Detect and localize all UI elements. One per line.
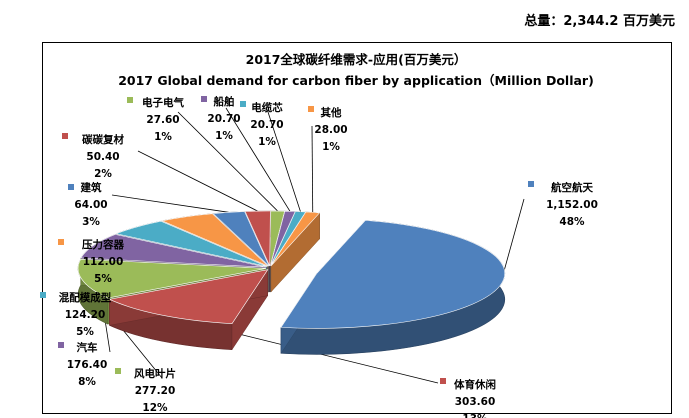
slice-percent-label: 2%: [94, 168, 112, 180]
slice-percent-label: 1%: [154, 131, 172, 143]
legend-swatch: [58, 239, 64, 245]
slice-percent-label: 5%: [76, 326, 94, 338]
slice-name-label: 体育休闲: [454, 378, 496, 391]
slice-name-label: 混配模成型: [59, 291, 112, 304]
pie-slices: [77, 210, 506, 355]
total-demand-label: 总量：2,344.2 百万美元: [524, 14, 675, 29]
slice-labels: 航空航天 1,152.00 48% 体育休闲 303.60 13% 风电叶片 277.20 12…: [40, 95, 598, 418]
slice-value-label: 64.00: [74, 199, 107, 211]
slice-percent-label: 5%: [94, 273, 112, 285]
slice-percent-label: 1%: [258, 136, 276, 148]
slice-percent-label: 48%: [559, 216, 585, 228]
slice-value-label: 112.00: [83, 256, 124, 268]
slice-value-label: 303.60: [455, 396, 496, 408]
leader-line: [111, 194, 229, 213]
chart-subtitle: 2017 Global demand for carbon fiber by a…: [118, 73, 594, 88]
pie-slice-top: [77, 258, 267, 299]
leader-line: [177, 111, 278, 212]
legend-swatch: [528, 181, 534, 187]
pie-slice-top: [161, 213, 269, 267]
leader-line: [225, 107, 291, 212]
slice-percent-label: 3%: [82, 216, 100, 228]
legend-swatch: [201, 96, 207, 102]
leader-line: [137, 150, 258, 212]
slice-value-label: 50.40: [86, 151, 119, 163]
slice-percent-label: 8%: [78, 376, 96, 388]
pie-slice-top: [270, 211, 321, 267]
slice-name-label: 汽车: [77, 341, 98, 354]
pie-slice-top: [115, 220, 268, 267]
slice-value-label: 1,152.00: [546, 199, 598, 211]
legend-swatch: [308, 106, 314, 112]
slice-value-label: 27.60: [146, 114, 179, 126]
pie-slice: [280, 219, 506, 355]
slice-name-label: 电子电气: [142, 96, 184, 109]
slice-value-label: 176.40: [67, 359, 108, 371]
pie-slice-top: [280, 219, 506, 329]
slice-name-label: 风电叶片: [134, 367, 176, 380]
leader-line: [311, 125, 314, 213]
slice-percent-label: 12%: [142, 402, 168, 414]
slice-name-label: 压力容器: [82, 238, 124, 251]
slice-name-label: 其他: [321, 106, 342, 119]
pie-slice-top: [80, 234, 267, 268]
slice-name-label: 电缆芯: [251, 101, 283, 114]
slice-name-label: 碳碳复材: [82, 133, 124, 146]
legend-swatch: [40, 292, 46, 298]
slice-percent-label: 1%: [215, 130, 233, 142]
slice-value-label: 28.00: [314, 124, 347, 136]
pie-slice-top: [212, 211, 270, 267]
slice-value-label: 277.20: [135, 385, 176, 397]
pie-slice: [108, 268, 269, 351]
chart-title: 2017全球碳纤维需求-应用(百万美元）: [245, 52, 467, 67]
slice-value-label: 124.20: [65, 309, 106, 321]
slice-value-label: 20.70: [250, 119, 283, 131]
legend-swatch: [127, 97, 133, 103]
legend-swatch: [62, 133, 68, 139]
leader-line: [267, 111, 301, 212]
slice-percent-label: 13%: [462, 413, 488, 418]
pie-slice: [270, 211, 321, 293]
slice-name-label: 船舶: [214, 95, 235, 108]
slice-name-label: 航空航天: [551, 181, 593, 194]
slice-value-label: 20.70: [207, 113, 240, 125]
legend-swatch: [115, 368, 121, 374]
legend-swatch: [58, 342, 64, 348]
slice-name-label: 建筑: [80, 181, 102, 194]
legend-swatch: [68, 184, 74, 190]
pie-slice-top: [108, 269, 269, 324]
legend-swatch: [240, 101, 246, 107]
slice-percent-label: 1%: [322, 141, 340, 153]
pie-slice-top: [244, 210, 271, 267]
legend-swatch: [440, 378, 446, 384]
